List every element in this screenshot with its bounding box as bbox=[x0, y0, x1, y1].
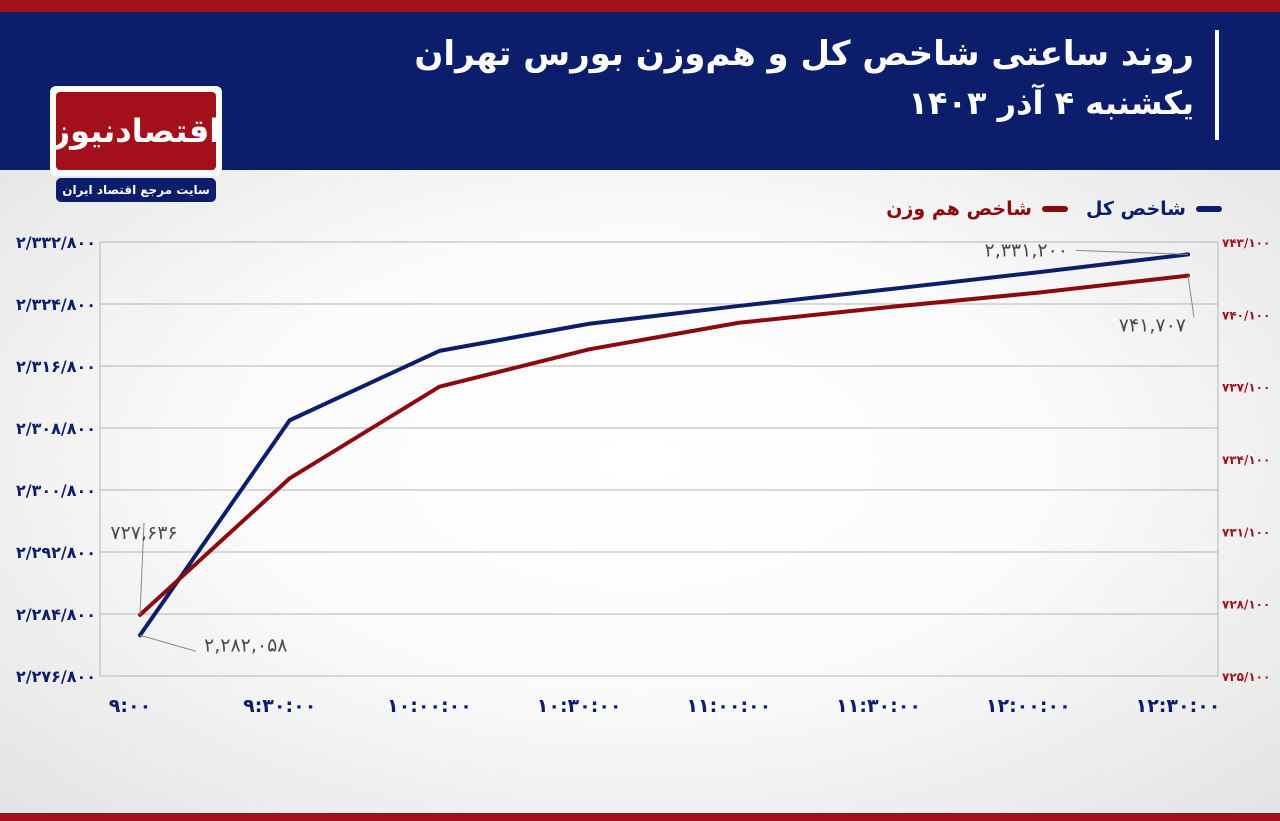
y-left-tick-label: ۲/۲۸۴/۸۰۰ bbox=[16, 605, 96, 624]
legend-item-total: شاخص کل bbox=[1086, 198, 1222, 220]
logo: اقتصادنیوز bbox=[50, 86, 222, 176]
data-label: ۲,۲۸۲,۰۵۸ bbox=[204, 634, 288, 656]
data-label: ۲,۳۳۱,۲۰۰ bbox=[984, 239, 1068, 261]
x-tick-label: ۱۰:۰۰:۰۰ bbox=[387, 695, 472, 717]
y-right-tick-label: ۷۳۴/۱۰۰ bbox=[1222, 453, 1270, 467]
y-right-tick-label: ۷۳۷/۱۰۰ bbox=[1222, 381, 1270, 395]
data-label: ۷۴۱,۷۰۷ bbox=[1119, 315, 1186, 337]
logo-wordmark: اقتصادنیوز bbox=[52, 92, 220, 170]
y-left-tick-label: ۲/۳۰۸/۸۰۰ bbox=[16, 419, 96, 438]
legend-label-total: شاخص کل bbox=[1085, 198, 1186, 220]
x-tick-label: ۱۱:۳۰:۰۰ bbox=[836, 695, 921, 717]
legend-swatch-equal bbox=[1041, 206, 1068, 212]
annotation-leader bbox=[1075, 249, 1189, 255]
legend-item-equal: شاخص هم وزن bbox=[886, 198, 1068, 220]
x-tick-label: ۹:۰۰ bbox=[109, 695, 151, 717]
y-right-tick-label: ۷۲۵/۱۰۰ bbox=[1222, 670, 1270, 684]
x-tick-label: ۱۲:۳۰:۰۰ bbox=[1136, 695, 1221, 717]
y-left-tick-label: ۲/۲۷۶/۸۰۰ bbox=[16, 667, 96, 686]
y-right-tick-label: ۷۴۳/۱۰۰ bbox=[1222, 236, 1270, 250]
y-right-tick-label: ۷۳۱/۱۰۰ bbox=[1222, 525, 1270, 539]
x-tick-label: ۱۰:۳۰:۰۰ bbox=[537, 695, 622, 717]
annotation-leader bbox=[1187, 275, 1195, 318]
annotation-leader bbox=[139, 634, 197, 652]
bottom-stripe bbox=[0, 813, 1280, 821]
legend-swatch-total bbox=[1196, 206, 1222, 212]
chart-background bbox=[0, 170, 1280, 813]
y-left-tick-label: ۲/۳۰۰/۸۰۰ bbox=[16, 481, 96, 500]
series-line-0 bbox=[138, 252, 1190, 638]
annotation-leader bbox=[139, 522, 145, 615]
top-stripe bbox=[0, 0, 1280, 12]
chart-date: یکشنبه ۴ آذر ۱۴۰۳ bbox=[908, 84, 1194, 122]
y-right-tick-label: ۷۲۸/۱۰۰ bbox=[1222, 598, 1270, 612]
chart-title: روند ساعتی شاخص کل و هم‌وزن بورس تهران bbox=[414, 34, 1194, 74]
x-tick-label: ۹:۳۰:۰۰ bbox=[243, 695, 316, 717]
chart-legend: شاخص کل شاخص هم وزن bbox=[868, 198, 1222, 220]
x-tick-label: ۱۲:۰۰:۰۰ bbox=[986, 695, 1071, 717]
y-left-tick-label: ۲/۳۳۲/۸۰۰ bbox=[16, 233, 96, 252]
y-left-tick-label: ۲/۳۱۶/۸۰۰ bbox=[16, 357, 96, 376]
series-line-1 bbox=[138, 273, 1190, 617]
y-right-tick-label: ۷۴۰/۱۰۰ bbox=[1222, 308, 1270, 322]
data-label: ۷۲۷,۶۳۶ bbox=[110, 522, 177, 544]
logo-tagline: سایت مرجع اقتصاد ایران bbox=[56, 178, 216, 202]
y-left-tick-label: ۲/۳۲۴/۸۰۰ bbox=[16, 295, 96, 314]
title-divider bbox=[1215, 30, 1219, 140]
x-tick-label: ۱۱:۰۰:۰۰ bbox=[686, 695, 771, 717]
y-left-tick-label: ۲/۲۹۲/۸۰۰ bbox=[16, 543, 96, 562]
legend-label-equal: شاخص هم وزن bbox=[886, 198, 1032, 220]
